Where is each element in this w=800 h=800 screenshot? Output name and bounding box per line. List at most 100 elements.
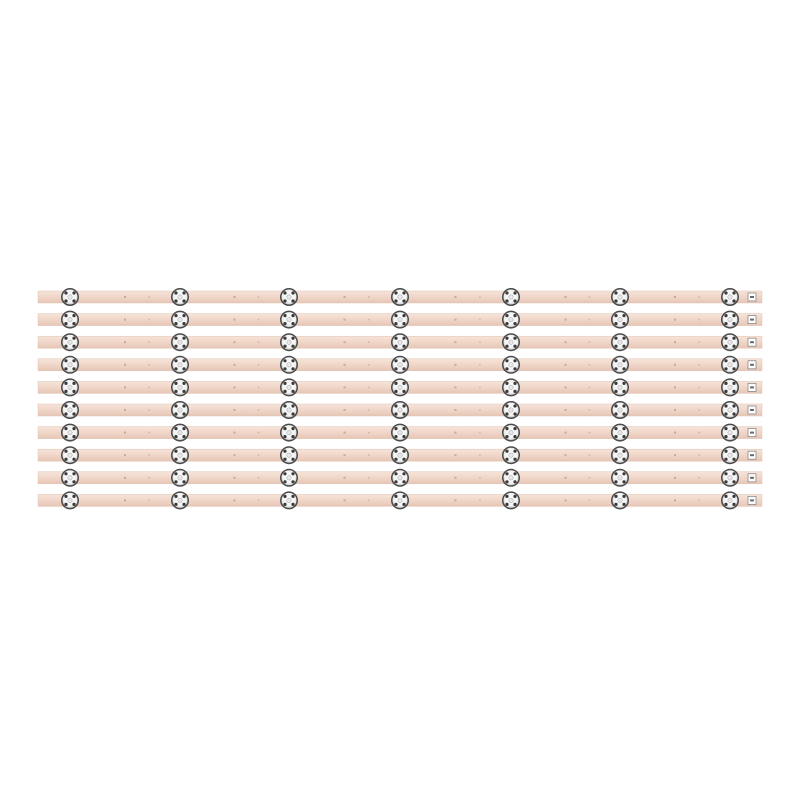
led-clip <box>64 359 68 363</box>
led-clip <box>402 336 406 340</box>
led-clip <box>174 472 178 476</box>
led-clip <box>513 367 517 371</box>
led-clip <box>64 389 68 393</box>
component <box>257 318 260 321</box>
led-clip <box>724 435 728 439</box>
component <box>674 318 676 321</box>
component <box>698 341 700 343</box>
led-clip <box>614 412 618 416</box>
led-clip <box>505 494 509 498</box>
led-clip <box>291 389 295 393</box>
led-clip <box>291 291 295 295</box>
led-clip <box>724 359 728 363</box>
component <box>148 454 150 456</box>
led-clip <box>732 389 736 393</box>
led-clip <box>64 404 68 408</box>
led-clip <box>72 449 76 453</box>
led-clip <box>732 435 736 439</box>
component <box>479 409 481 411</box>
led-clip <box>64 322 68 326</box>
led-clip <box>402 494 406 498</box>
component <box>368 499 370 502</box>
component <box>233 499 236 502</box>
led-chip <box>508 339 514 345</box>
component <box>479 386 481 389</box>
led-clip <box>732 359 736 363</box>
component <box>564 341 567 344</box>
led-clip <box>182 389 186 393</box>
led-strip <box>37 333 763 352</box>
led-chip <box>617 339 623 345</box>
component <box>698 454 700 456</box>
led-chip <box>67 384 73 390</box>
led-clip <box>614 322 618 326</box>
led-clip <box>291 412 295 416</box>
led-clip <box>394 344 398 348</box>
led-clip <box>72 412 76 416</box>
led-clip <box>732 412 736 416</box>
component <box>588 409 591 411</box>
led-clip <box>513 435 517 439</box>
component <box>698 477 700 479</box>
led-clip <box>614 367 618 371</box>
component <box>343 431 346 434</box>
led-clip <box>724 389 728 393</box>
led-clip <box>724 427 728 431</box>
component <box>343 499 346 502</box>
led-clip <box>394 322 398 326</box>
led-chip <box>67 452 73 458</box>
component <box>674 409 676 411</box>
led-clip <box>614 344 618 348</box>
led-clip <box>622 322 626 326</box>
led-clip <box>64 412 68 416</box>
led-chip <box>397 384 403 390</box>
led-clip <box>283 404 287 408</box>
led-clip <box>283 389 287 393</box>
led-chip <box>508 452 514 458</box>
led-chip <box>397 317 403 323</box>
led-clip <box>182 457 186 461</box>
led-clip <box>72 389 76 393</box>
led-clip <box>622 502 626 506</box>
led-clip <box>505 404 509 408</box>
led-clip <box>732 472 736 476</box>
component <box>368 477 370 479</box>
led-clip <box>182 367 186 371</box>
led-clip <box>64 344 68 348</box>
led-clip <box>513 502 517 506</box>
led-clip <box>505 435 509 439</box>
led-chip <box>617 407 623 413</box>
led-clip <box>182 336 186 340</box>
led-clip <box>614 502 618 506</box>
led-strip <box>37 378 763 397</box>
led-clip <box>64 494 68 498</box>
led-clip <box>64 427 68 431</box>
led-clip <box>394 472 398 476</box>
led-clip <box>174 449 178 453</box>
led-clip <box>182 502 186 506</box>
led-clip <box>505 336 509 340</box>
connector-pin <box>750 318 754 321</box>
led-clip <box>174 427 178 431</box>
led-chip <box>177 430 183 436</box>
led-clip <box>394 336 398 340</box>
component <box>479 318 481 321</box>
led-clip <box>174 412 178 416</box>
led-clip <box>283 381 287 385</box>
led-clip <box>732 299 736 303</box>
led-chip <box>286 362 292 368</box>
led-chip <box>67 294 73 300</box>
led-clip <box>402 367 406 371</box>
led-clip <box>283 359 287 363</box>
led-clip <box>402 344 406 348</box>
led-clip <box>724 472 728 476</box>
led-clip <box>283 322 287 326</box>
led-clip <box>394 291 398 295</box>
component <box>479 296 481 298</box>
led-clip <box>622 299 626 303</box>
led-clip <box>283 299 287 303</box>
led-clip <box>394 359 398 363</box>
led-chip <box>508 430 514 436</box>
component <box>454 341 457 344</box>
component <box>479 454 481 456</box>
